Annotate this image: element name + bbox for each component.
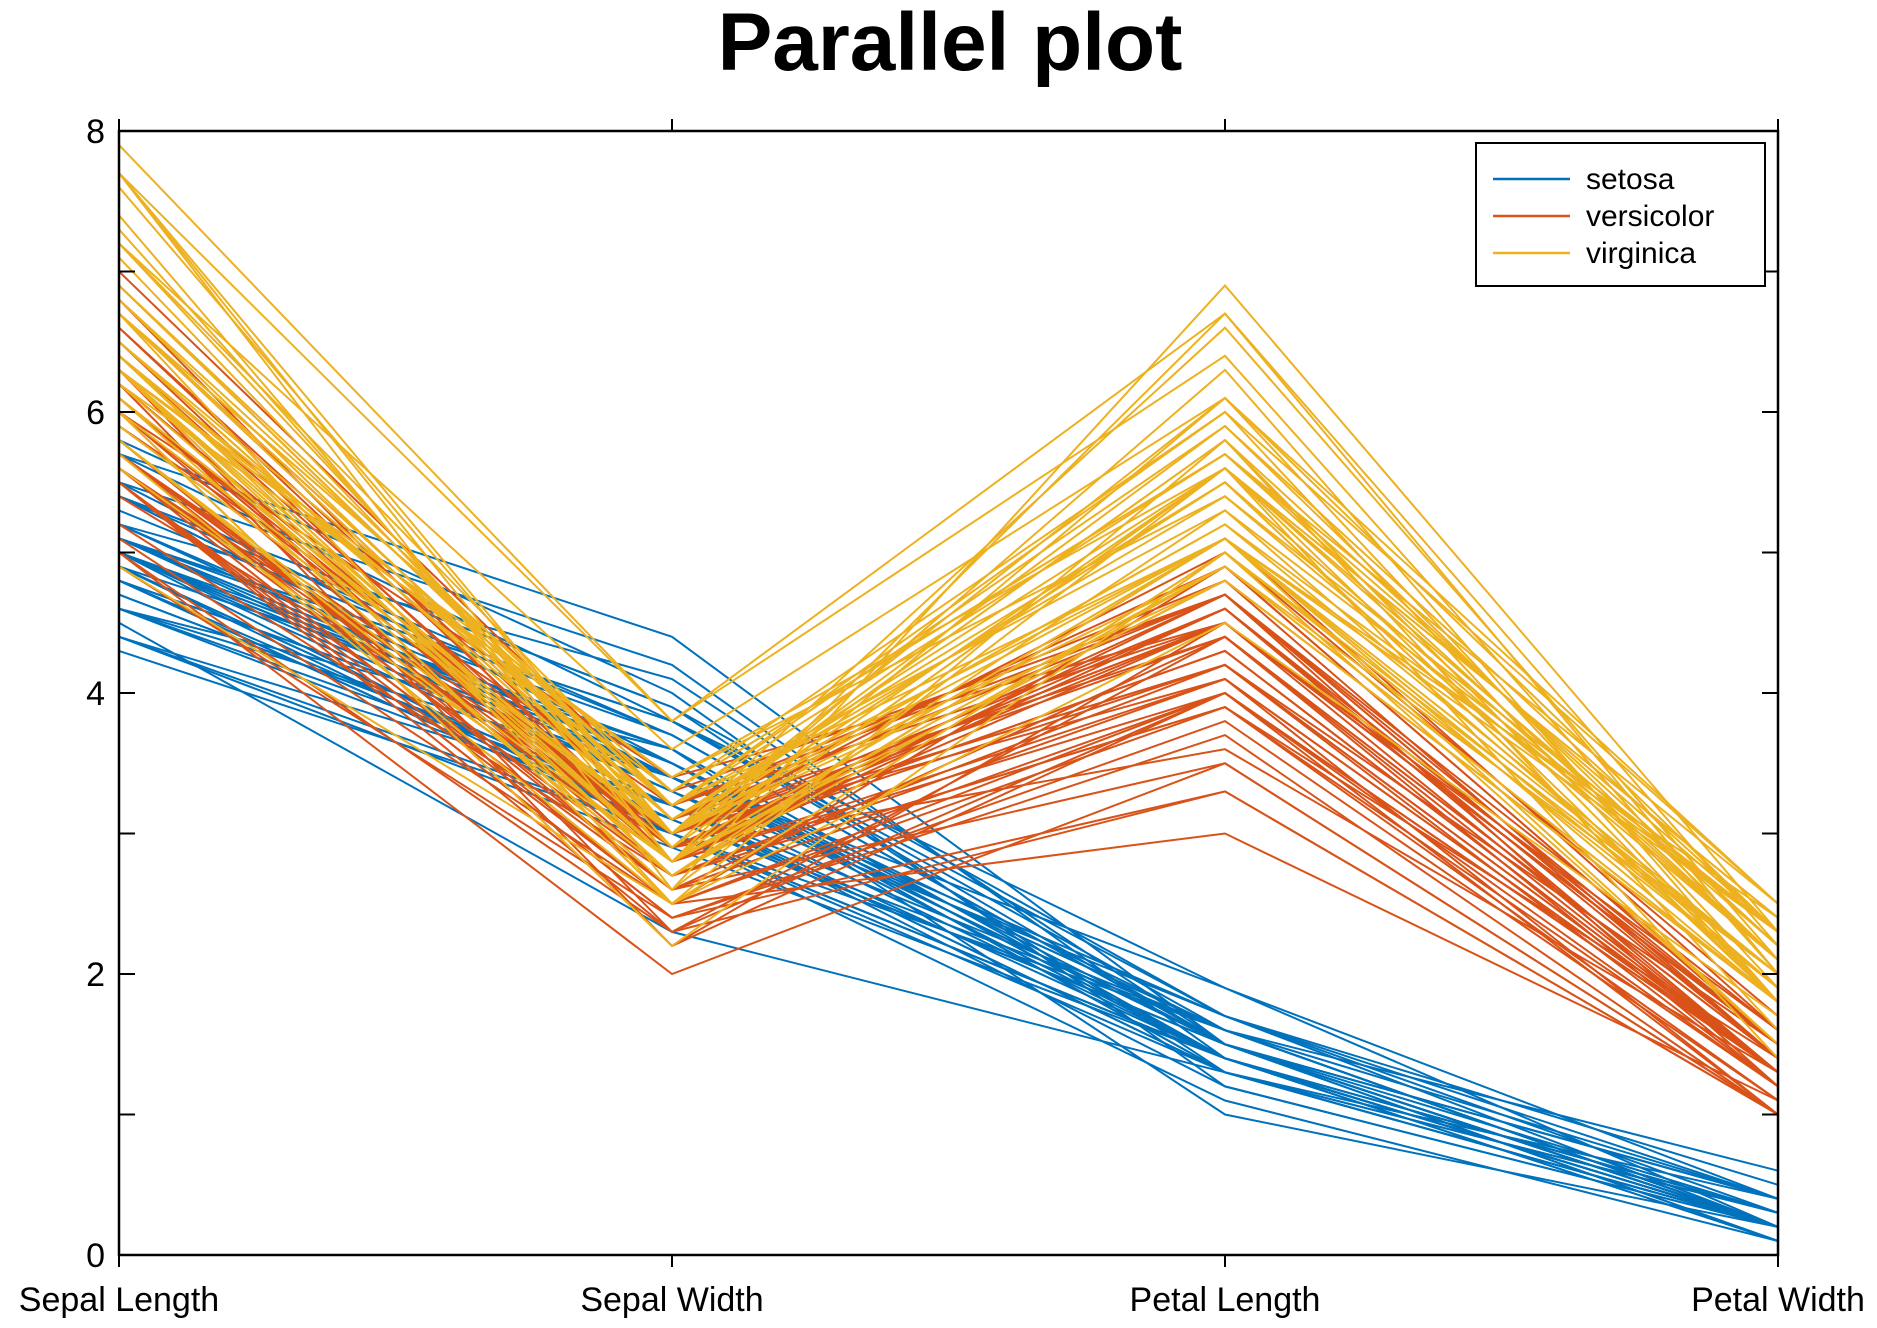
series-line-virginica-49 bbox=[118, 383, 1779, 933]
y-tick-label: 6 bbox=[86, 394, 105, 432]
series-line-virginica-7 bbox=[118, 565, 1779, 1017]
axes-layer: 0 2 4 6 8 Sepal Length Sepal Width Petal Length… bbox=[19, 113, 1865, 1319]
legend-label-virginica: virginica bbox=[1586, 237, 1696, 270]
series-line-versicolor-40 bbox=[118, 481, 1779, 1074]
series-line-virginica-18 bbox=[118, 172, 1779, 947]
series-virginica bbox=[118, 144, 1779, 1059]
series-line-virginica-41 bbox=[118, 312, 1779, 919]
x-tick-label: Petal Length bbox=[1130, 1281, 1321, 1319]
x-tick-label: Petal Width bbox=[1691, 1281, 1865, 1319]
series-line-virginica-20 bbox=[118, 411, 1779, 1046]
series-line-virginica-33 bbox=[118, 355, 1779, 947]
y-tick-label: 2 bbox=[86, 956, 105, 994]
legend: setosa versicolor virginica bbox=[1475, 142, 1766, 287]
legend-label-versicolor: versicolor bbox=[1586, 200, 1714, 233]
series-line-virginica-43 bbox=[118, 439, 1779, 989]
y-tick-label: 8 bbox=[86, 113, 105, 151]
series-line-versicolor-49 bbox=[118, 537, 1779, 1102]
series-line-virginica-23 bbox=[118, 172, 1779, 975]
series-line-versicolor-32 bbox=[118, 481, 1779, 1116]
legend-label-setosa: setosa bbox=[1586, 163, 1675, 196]
legend-box bbox=[1475, 142, 1766, 287]
series-line-versicolor-44 bbox=[118, 551, 1779, 1116]
chart-title: Parallel plot bbox=[718, 0, 1183, 88]
y-tick-label: 0 bbox=[86, 1237, 105, 1275]
series-line-virginica-48 bbox=[118, 341, 1779, 975]
x-tick-label: Sepal Length bbox=[19, 1281, 219, 1319]
series-line-virginica-10 bbox=[118, 242, 1779, 905]
y-tick-label: 4 bbox=[86, 675, 105, 713]
series-line-virginica-50 bbox=[118, 425, 1779, 1003]
series-line-virginica-45 bbox=[118, 312, 1779, 905]
x-tick-label: Sepal Width bbox=[580, 1281, 763, 1319]
series-layer bbox=[118, 144, 1779, 1242]
